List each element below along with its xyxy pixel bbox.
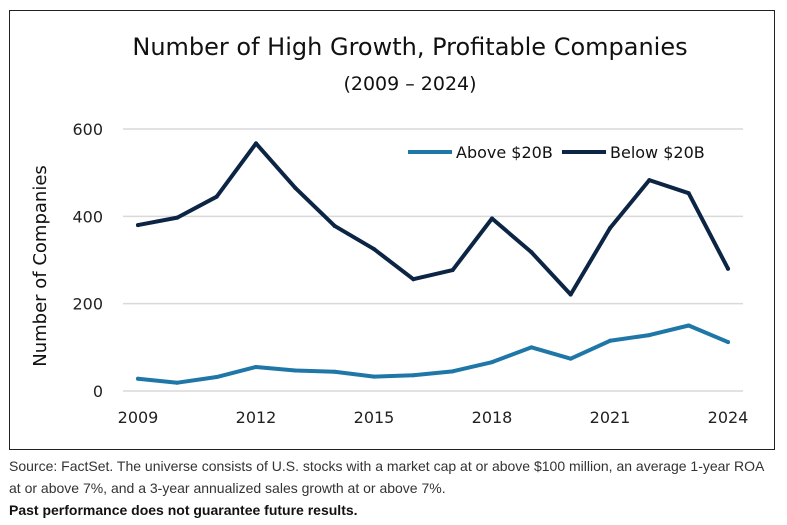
data-point xyxy=(332,223,337,228)
data-point xyxy=(175,380,180,385)
data-point xyxy=(726,266,730,271)
data-point xyxy=(647,178,652,183)
data-point xyxy=(411,373,416,378)
y-tick-label: 600 xyxy=(72,120,103,139)
series-line-below-20b xyxy=(136,141,730,297)
gridlines xyxy=(123,128,743,392)
data-point xyxy=(686,323,691,328)
data-point xyxy=(490,216,494,221)
x-tick-label: 2018 xyxy=(472,408,513,427)
data-point xyxy=(450,369,455,374)
data-point xyxy=(411,277,416,282)
data-point xyxy=(136,223,140,228)
chart-frame: Number of High Growth, Profitable Compan… xyxy=(9,10,775,450)
data-point xyxy=(529,345,534,350)
data-point xyxy=(372,374,376,379)
data-point xyxy=(726,340,730,345)
data-point xyxy=(608,338,612,343)
series-lines xyxy=(136,141,730,385)
data-point xyxy=(490,360,494,365)
data-point xyxy=(214,375,219,380)
line-chart: Number of High Growth, Profitable Compan… xyxy=(30,33,749,427)
x-axis-ticks: 2009 2012 2015 2018 2021 2024 xyxy=(118,408,749,427)
y-tick-label: 400 xyxy=(72,207,103,226)
data-point xyxy=(136,376,140,381)
chart-title: Number of High Growth, Profitable Compan… xyxy=(132,33,687,61)
data-point xyxy=(293,368,298,373)
legend-label: Below $20B xyxy=(610,143,705,162)
data-point xyxy=(214,194,219,199)
data-point xyxy=(529,250,534,255)
data-point xyxy=(568,292,573,297)
y-tick-label: 0 xyxy=(93,382,103,401)
data-point xyxy=(568,356,573,361)
chart-subtitle: (2009 – 2024) xyxy=(343,73,476,95)
data-point xyxy=(254,141,258,146)
x-tick-label: 2012 xyxy=(236,408,277,427)
y-axis-ticks: 0 200 400 600 xyxy=(72,120,103,401)
data-point xyxy=(372,247,376,252)
y-tick-label: 200 xyxy=(72,295,103,314)
legend-label: Above $20B xyxy=(456,143,553,162)
data-point xyxy=(175,215,180,220)
series-line-above-20b xyxy=(136,323,730,385)
source-footnote: Source: FactSet. The universe consists o… xyxy=(9,458,764,496)
data-point xyxy=(647,333,652,338)
x-tick-label: 2024 xyxy=(708,408,749,427)
x-tick-label: 2015 xyxy=(354,408,395,427)
y-axis-label: Number of Companies xyxy=(30,165,51,367)
data-point xyxy=(686,191,691,196)
disclaimer-text: Past performance does not guarantee futu… xyxy=(9,502,358,518)
data-point xyxy=(254,364,258,369)
data-point xyxy=(332,369,337,374)
data-point xyxy=(450,268,455,273)
data-point xyxy=(293,185,298,190)
x-tick-label: 2021 xyxy=(590,408,631,427)
data-point xyxy=(608,226,612,231)
legend: Above $20B Below $20B xyxy=(408,143,705,162)
x-tick-label: 2009 xyxy=(118,408,159,427)
